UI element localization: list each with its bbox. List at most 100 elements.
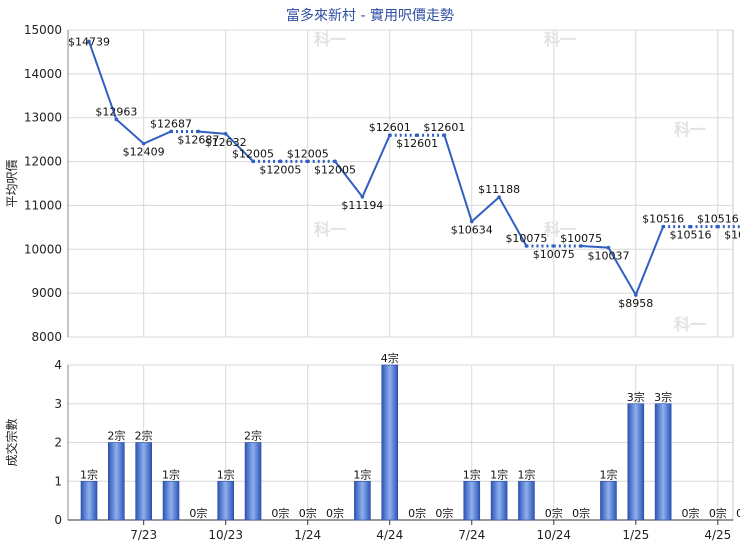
line-point bbox=[223, 132, 228, 136]
bar-label: 1宗 bbox=[162, 467, 180, 481]
point-label: $12601 bbox=[423, 121, 465, 134]
point-label: $10516 bbox=[724, 229, 740, 242]
line-point bbox=[387, 133, 392, 138]
bar-label: 4宗 bbox=[381, 351, 399, 365]
line-point bbox=[169, 129, 173, 134]
bar-label: 3宗 bbox=[627, 390, 645, 404]
bar-label: 1宗 bbox=[490, 467, 508, 481]
bar-label: 0宗 bbox=[435, 506, 453, 520]
point-label: $11188 bbox=[478, 183, 520, 196]
point-label: $10516 bbox=[642, 213, 684, 226]
x-tick-label: 7/23 bbox=[130, 528, 157, 542]
x-tick-label: 7/24 bbox=[458, 528, 485, 542]
bar-label: 0宗 bbox=[408, 506, 426, 520]
line-point bbox=[442, 133, 447, 138]
y-tick-label: 10000 bbox=[24, 242, 62, 256]
y-tick-label: 13000 bbox=[24, 111, 62, 125]
y-tick-label: 11000 bbox=[24, 198, 62, 212]
y-tick-label: 8000 bbox=[31, 330, 62, 344]
bar bbox=[490, 480, 508, 521]
bar bbox=[80, 480, 98, 521]
line-point bbox=[716, 224, 720, 229]
bar-label: 3宗 bbox=[654, 390, 672, 404]
line-point bbox=[497, 195, 501, 199]
point-label: $12963 bbox=[95, 105, 137, 118]
x-tick-label: 4/24 bbox=[376, 528, 403, 542]
watermark: 科一 bbox=[314, 220, 346, 239]
point-label: $12632 bbox=[205, 136, 247, 149]
bar-label: 1宗 bbox=[353, 467, 371, 481]
line-point bbox=[661, 224, 665, 229]
bar-label: 0宗 bbox=[681, 506, 699, 520]
point-label: $12601 bbox=[369, 121, 411, 134]
bar-label: 0宗 bbox=[709, 506, 727, 520]
line-point bbox=[551, 244, 556, 248]
bar-label: 0宗 bbox=[545, 506, 563, 520]
point-label: $10075 bbox=[505, 232, 547, 245]
point-label: $10037 bbox=[587, 250, 629, 263]
line-point bbox=[87, 39, 91, 44]
point-label: $8958 bbox=[618, 297, 653, 310]
bar bbox=[217, 480, 234, 521]
line-point bbox=[305, 159, 310, 164]
y-tick-label: 3 bbox=[54, 397, 62, 411]
line-segment bbox=[224, 133, 254, 163]
watermark: 科一 bbox=[544, 30, 576, 49]
watermark: 科一 bbox=[674, 315, 706, 334]
y-tick-label: 14000 bbox=[24, 67, 62, 81]
point-label: $11194 bbox=[341, 199, 383, 212]
point-label: $12687 bbox=[150, 117, 192, 130]
point-label: $12005 bbox=[232, 147, 274, 160]
bar bbox=[354, 480, 371, 521]
line-segment bbox=[471, 196, 500, 223]
bar-label: 2宗 bbox=[135, 429, 153, 443]
bar bbox=[162, 480, 180, 521]
bar-label: 0宗 bbox=[736, 506, 740, 520]
y-tick-label: 0 bbox=[54, 513, 62, 527]
y-tick-label: 2 bbox=[54, 436, 62, 450]
x-tick-label: 4/25 bbox=[704, 528, 731, 542]
line-point bbox=[469, 219, 474, 224]
top-plot: 8000 9000 10000 11000 12000 13000 14000 15000 科一… bbox=[5, 23, 740, 344]
point-label: $12005 bbox=[287, 147, 329, 160]
line-point bbox=[415, 133, 419, 138]
bar-label: 0宗 bbox=[189, 506, 207, 520]
line-point bbox=[278, 159, 283, 164]
y-axis-label: 平均呎價 bbox=[5, 159, 19, 207]
line-segment bbox=[607, 247, 637, 296]
bar bbox=[518, 480, 535, 521]
y-tick-label: 15000 bbox=[24, 23, 62, 37]
bar bbox=[244, 442, 262, 521]
point-label: $10516 bbox=[697, 213, 739, 226]
bar-label: 1宗 bbox=[80, 467, 98, 481]
bar-label: 0宗 bbox=[326, 506, 344, 520]
line-point bbox=[196, 129, 201, 134]
line-segment bbox=[198, 130, 226, 135]
line-point bbox=[333, 159, 337, 164]
point-label: $10075 bbox=[533, 248, 575, 261]
point-label: $10634 bbox=[451, 223, 493, 236]
y-tick-label: 12000 bbox=[24, 155, 62, 169]
line-point bbox=[579, 244, 583, 248]
line-segment bbox=[634, 226, 665, 296]
bar-label: 0宗 bbox=[271, 506, 289, 520]
x-tick-label: 10/24 bbox=[536, 528, 571, 542]
line-point bbox=[606, 245, 611, 250]
watermark: 科一 bbox=[544, 220, 576, 239]
bar bbox=[108, 442, 125, 521]
bar-label: 1宗 bbox=[217, 467, 235, 481]
bar-label: 2宗 bbox=[244, 429, 262, 443]
line-segment bbox=[334, 160, 364, 198]
bar-label: 1宗 bbox=[463, 467, 481, 481]
y-tick-label: 1 bbox=[54, 474, 62, 488]
line-point bbox=[688, 224, 693, 229]
line-point bbox=[114, 117, 119, 122]
line-segment bbox=[581, 244, 609, 249]
bar bbox=[381, 364, 399, 521]
bar-label: 1宗 bbox=[517, 467, 535, 481]
point-label: $12687 bbox=[177, 133, 219, 146]
line-point bbox=[634, 293, 638, 297]
line-segment bbox=[498, 196, 528, 247]
